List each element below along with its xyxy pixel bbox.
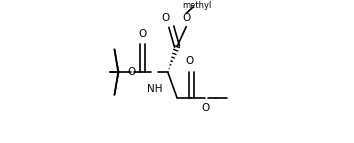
Text: methyl: methyl [182, 1, 212, 10]
Text: O: O [161, 12, 170, 22]
Text: O: O [127, 67, 136, 77]
Text: O: O [185, 56, 194, 66]
Text: O: O [138, 29, 147, 39]
Text: O: O [183, 12, 191, 22]
Text: O: O [201, 103, 210, 113]
Text: NH: NH [147, 84, 162, 94]
